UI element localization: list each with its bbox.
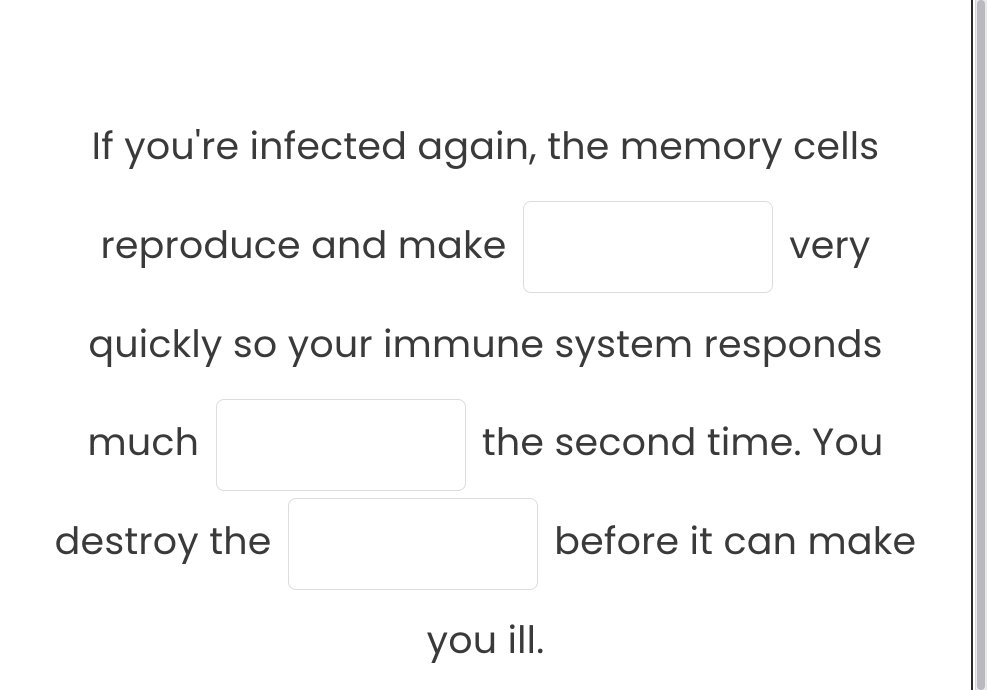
content-frame: If you're infected again, the memory cel… (0, 0, 973, 690)
scrollbar-thumb[interactable] (977, 0, 985, 690)
blank-input-3[interactable] (288, 498, 538, 590)
scrollbar-track[interactable] (975, 0, 987, 690)
blank-input-1[interactable] (523, 201, 773, 293)
blank-input-2[interactable] (216, 399, 466, 491)
fill-in-sentence: If you're infected again, the memory cel… (50, 98, 921, 690)
